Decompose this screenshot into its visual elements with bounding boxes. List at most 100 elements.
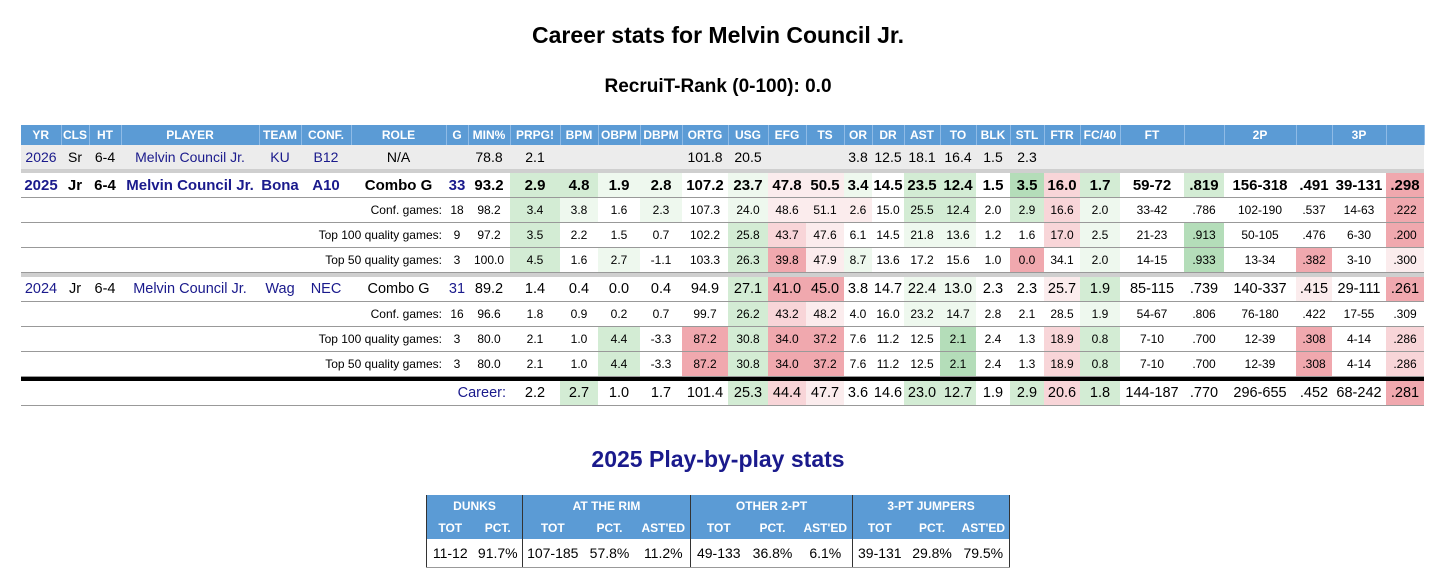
stat-cell: 26.3 — [728, 247, 768, 273]
column-header[interactable] — [1184, 125, 1225, 145]
stat-cell — [1224, 145, 1296, 169]
stat-cell: 2.8 — [640, 173, 682, 198]
stat-cell: 50-105 — [1224, 222, 1296, 248]
column-header[interactable]: YR — [21, 125, 62, 145]
column-header[interactable]: AST — [904, 125, 941, 145]
column-header[interactable]: 2P — [1224, 125, 1297, 145]
column-header[interactable]: BPM — [560, 125, 599, 145]
stat-cell: .422 — [1296, 301, 1332, 327]
stat-cell: 0.4 — [640, 277, 682, 302]
games-link[interactable]: 33 — [446, 173, 468, 198]
column-header[interactable]: TO — [940, 125, 977, 145]
conf-link[interactable]: NEC — [301, 277, 351, 302]
stat-cell: 2.5 — [1080, 222, 1120, 248]
player-link[interactable]: Melvin Council Jr. — [121, 145, 259, 169]
column-header[interactable]: PRPG! — [510, 125, 561, 145]
stat-cell: 12.5 — [904, 351, 940, 377]
career-separator — [21, 376, 1424, 381]
column-header[interactable]: G — [446, 125, 469, 145]
column-header[interactable]: HT — [89, 125, 122, 145]
column-header[interactable]: TEAM — [259, 125, 302, 145]
column-header[interactable]: DBPM — [640, 125, 683, 145]
stat-cell: 1.3 — [1010, 326, 1044, 352]
column-header[interactable]: PLAYER — [121, 125, 260, 145]
pbp-title: 2025 Play-by-play stats — [591, 446, 845, 472]
header-row: YR CLS HT PLAYER TEAM CONF. ROLE G MIN% PRPG! BPM O… — [21, 125, 1425, 145]
player-link[interactable]: Melvin Council Jr. — [121, 173, 259, 198]
stat-cell: 8.7 — [844, 247, 872, 273]
career-label[interactable]: Career: — [21, 381, 510, 406]
column-header[interactable]: EFG — [768, 125, 807, 145]
stat-cell: 16.0 — [872, 301, 904, 327]
stat-cell — [560, 145, 598, 169]
stat-cell: 18.1 — [904, 145, 940, 169]
pbp-value: 29.8% — [906, 539, 958, 568]
stat-cell: 47.9 — [806, 247, 844, 273]
stat-cell: 14-15 — [1120, 247, 1184, 273]
column-header[interactable]: OBPM — [598, 125, 641, 145]
stat-cell: 24.0 — [728, 197, 768, 223]
stat-cell: 1.0 — [560, 326, 598, 352]
conf-link[interactable]: B12 — [301, 145, 351, 169]
pbp-group-header: DUNKS — [425, 495, 524, 517]
column-header[interactable] — [1296, 125, 1333, 145]
split-row: Conf. games: 16 96.6 1.8 0.9 0.2 0.7 99.7 26.2 43… — [21, 301, 1424, 327]
column-header[interactable]: FT — [1120, 125, 1185, 145]
stat-cell: 144-187 — [1120, 381, 1184, 406]
player-link[interactable]: Melvin Council Jr. — [121, 277, 259, 302]
separator-cell — [21, 169, 1424, 173]
stat-cell: 4.8 — [560, 173, 598, 198]
column-header[interactable]: CONF. — [301, 125, 352, 145]
stat-cell: .300 — [1386, 247, 1424, 273]
stat-cell: 100.0 — [468, 247, 510, 273]
stat-cell: 23.7 — [728, 173, 768, 198]
stat-cell: 2.3 — [1010, 145, 1044, 169]
stat-cell: 12-39 — [1224, 326, 1296, 352]
stat-cell: .700 — [1184, 326, 1224, 352]
stat-cell — [598, 145, 640, 169]
games-link[interactable]: 31 — [446, 277, 468, 302]
column-header[interactable]: USG — [728, 125, 769, 145]
stat-cell: .933 — [1184, 247, 1224, 273]
conf-link[interactable]: A10 — [301, 173, 351, 198]
column-header[interactable]: TS — [806, 125, 845, 145]
stat-cell: 68-242 — [1332, 381, 1386, 406]
pbp-group-header-row: DUNKS AT THE RIM OTHER 2-PT 3-PT JUMPERS — [425, 495, 1011, 517]
column-header[interactable]: ROLE — [351, 125, 447, 145]
team-link[interactable]: KU — [259, 145, 301, 169]
stat-cell: 2.0 — [1080, 197, 1120, 223]
stat-cell: 14-63 — [1332, 197, 1386, 223]
stat-cell: .806 — [1184, 301, 1224, 327]
column-header[interactable]: OR — [844, 125, 873, 145]
height-cell: 6-4 — [89, 145, 121, 169]
column-header[interactable]: 3P — [1332, 125, 1387, 145]
year-link[interactable]: 2025 — [21, 173, 61, 198]
stat-cell — [1080, 145, 1120, 169]
stat-cell: .476 — [1296, 222, 1332, 248]
stat-cell: .298 — [1386, 173, 1424, 198]
stat-cell: 2.7 — [598, 247, 640, 273]
stat-cell: 27.1 — [728, 277, 768, 302]
column-header[interactable]: STL — [1010, 125, 1045, 145]
pbp-column-header: PCT. — [473, 517, 524, 539]
stat-cell: 25.3 — [728, 381, 768, 406]
column-header[interactable]: ORTG — [682, 125, 729, 145]
stat-cell: 6-30 — [1332, 222, 1386, 248]
split-label: Conf. games: — [21, 301, 446, 327]
column-header[interactable]: DR — [872, 125, 905, 145]
stat-cell: 78.8 — [468, 145, 510, 169]
column-header[interactable] — [1386, 125, 1425, 145]
pbp-column-header: PCT. — [906, 517, 958, 539]
stat-cell: 3.5 — [510, 222, 560, 248]
column-header[interactable]: BLK — [976, 125, 1011, 145]
stat-cell: 20.5 — [728, 145, 768, 169]
column-header[interactable]: CLS — [61, 125, 90, 145]
year-link[interactable]: 2026 — [21, 145, 61, 169]
column-header[interactable]: FC/40 — [1080, 125, 1121, 145]
team-link[interactable]: Bona — [259, 173, 301, 198]
team-link[interactable]: Wag — [259, 277, 301, 302]
year-link[interactable]: 2024 — [21, 277, 61, 302]
stat-cell: 80.0 — [468, 351, 510, 377]
column-header[interactable]: MIN% — [468, 125, 511, 145]
column-header[interactable]: FTR — [1044, 125, 1081, 145]
